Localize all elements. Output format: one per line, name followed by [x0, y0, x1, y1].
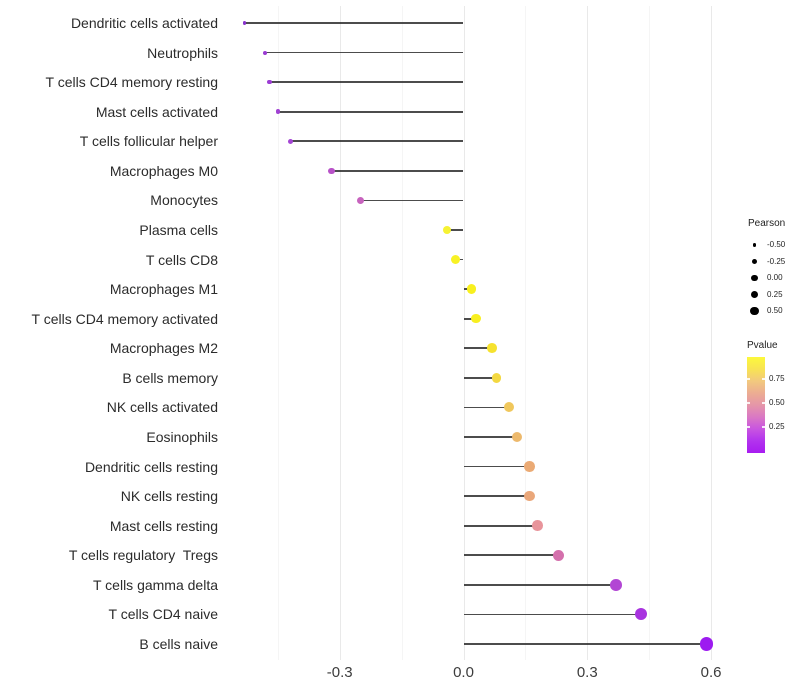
lollipop-dot — [487, 343, 498, 354]
y-label: Monocytes — [150, 192, 218, 209]
lollipop-stem — [463, 436, 518, 438]
lollipop-stem — [463, 583, 617, 586]
gridline-major — [711, 6, 713, 660]
x-tick-label: 0.0 — [453, 664, 474, 681]
y-label: Neutrophils — [147, 44, 218, 61]
lollipop-stem — [446, 229, 464, 231]
lollipop-stem — [277, 110, 464, 113]
y-label: T cells CD4 naive — [108, 606, 218, 623]
y-label: T cells CD4 memory activated — [31, 310, 218, 327]
lollipop-stem — [244, 22, 464, 24]
pearson-legend-label: -0.50 — [767, 240, 786, 249]
lollipop-stem — [360, 199, 464, 202]
lollipop-stem — [463, 554, 559, 557]
lollipop-dot — [243, 21, 247, 25]
y-label: B cells memory — [122, 369, 218, 386]
lollipop-dot — [450, 255, 460, 265]
lollipop-stem — [269, 81, 464, 84]
lollipop-dot — [503, 402, 514, 413]
pvalue-gradient-bar — [747, 357, 765, 453]
y-label: NK cells activated — [106, 399, 218, 416]
lollipop-dot — [634, 608, 647, 621]
lollipop-dot — [524, 490, 535, 502]
y-label: Mast cells resting — [109, 517, 218, 534]
lollipop-stem — [463, 643, 707, 645]
lollipop-dot — [532, 520, 544, 531]
lollipop-dot — [491, 372, 502, 383]
y-label: B cells naive — [139, 635, 218, 652]
lollipop-dot — [356, 196, 364, 204]
y-label: T cells CD4 memory resting — [45, 74, 218, 91]
gridline-major — [463, 6, 465, 660]
legend-pvalue-title: Pvalue — [747, 340, 778, 351]
lollipop-stem — [463, 524, 538, 527]
lollipop-stem — [463, 465, 530, 468]
y-label: Macrophages M2 — [109, 340, 218, 357]
lollipop-stem — [290, 140, 464, 143]
x-tick-label: 0.3 — [576, 664, 598, 681]
lollipop-stem — [331, 169, 464, 172]
pvalue-tick-mark — [762, 402, 765, 404]
lollipop-dot — [267, 80, 272, 85]
pearson-legend-label: 0.00 — [767, 273, 783, 282]
pearson-legend-label: 0.25 — [767, 289, 783, 299]
y-label: NK cells resting — [120, 488, 218, 505]
lollipop-stem — [463, 317, 476, 320]
lollipop-dot — [442, 225, 452, 235]
lollipop-dot — [275, 109, 281, 114]
lollipop-stem — [463, 613, 641, 616]
lollipop-stem — [463, 406, 509, 409]
lollipop-dot — [610, 578, 623, 591]
legend-pearson-title: Pearson — [748, 218, 786, 229]
gridline-major — [339, 6, 341, 660]
lollipop-dot — [263, 50, 268, 55]
pvalue-tick-mark — [762, 378, 765, 380]
y-label: T cells regulatory Tregs — [68, 547, 218, 564]
x-tick-label: 0.6 — [700, 664, 722, 681]
pearson-legend-dot — [750, 306, 759, 316]
gridline-minor — [277, 6, 279, 660]
lollipop-dot — [287, 138, 293, 144]
pearson-legend-label: 0.50 — [767, 306, 783, 315]
y-label: Dendritic cells resting — [84, 458, 218, 475]
lollipop-dot — [512, 431, 523, 443]
pearson-legend-dot — [750, 290, 759, 299]
lollipop-dot — [524, 461, 535, 472]
pearson-legend-dot — [751, 258, 758, 265]
gridline-minor — [401, 6, 403, 660]
lollipop-dot — [552, 549, 564, 561]
pvalue-tick-label: 0.75 — [769, 374, 785, 383]
y-label: Dendritic cells activated — [70, 15, 218, 31]
pvalue-tick-mark — [747, 402, 750, 404]
lollipop-dot — [467, 284, 477, 294]
lollipop-dot — [471, 313, 481, 324]
y-label: T cells CD8 — [145, 251, 218, 268]
pvalue-tick-mark — [762, 426, 765, 428]
lollipop-dot — [328, 167, 335, 174]
y-label: Macrophages M0 — [109, 162, 218, 179]
pearson-legend-dot — [751, 274, 758, 282]
pvalue-tick-mark — [747, 426, 750, 428]
lollipop-stem — [463, 495, 530, 498]
gridline-minor — [525, 6, 527, 660]
x-tick-label: -0.3 — [326, 664, 353, 681]
y-label: T cells follicular helper — [79, 133, 218, 150]
lollipop-stem — [463, 376, 497, 379]
y-label: Macrophages M1 — [109, 281, 218, 298]
y-label: Eosinophils — [146, 428, 218, 445]
pvalue-tick-label: 0.25 — [769, 422, 785, 431]
y-label: Mast cells activated — [95, 103, 218, 120]
y-label: T cells gamma delta — [92, 576, 218, 593]
gridline-minor — [649, 6, 651, 660]
pvalue-tick-label: 0.50 — [769, 398, 785, 407]
lollipop-dot — [700, 637, 714, 651]
pearson-legend-label: -0.25 — [767, 256, 786, 266]
lollipop-stem — [463, 347, 493, 350]
y-label: Plasma cells — [139, 221, 218, 238]
pvalue-tick-mark — [747, 378, 750, 380]
pearson-legend-dot — [752, 243, 757, 247]
lollipop-stem — [265, 51, 464, 54]
gridline-major — [587, 6, 589, 660]
